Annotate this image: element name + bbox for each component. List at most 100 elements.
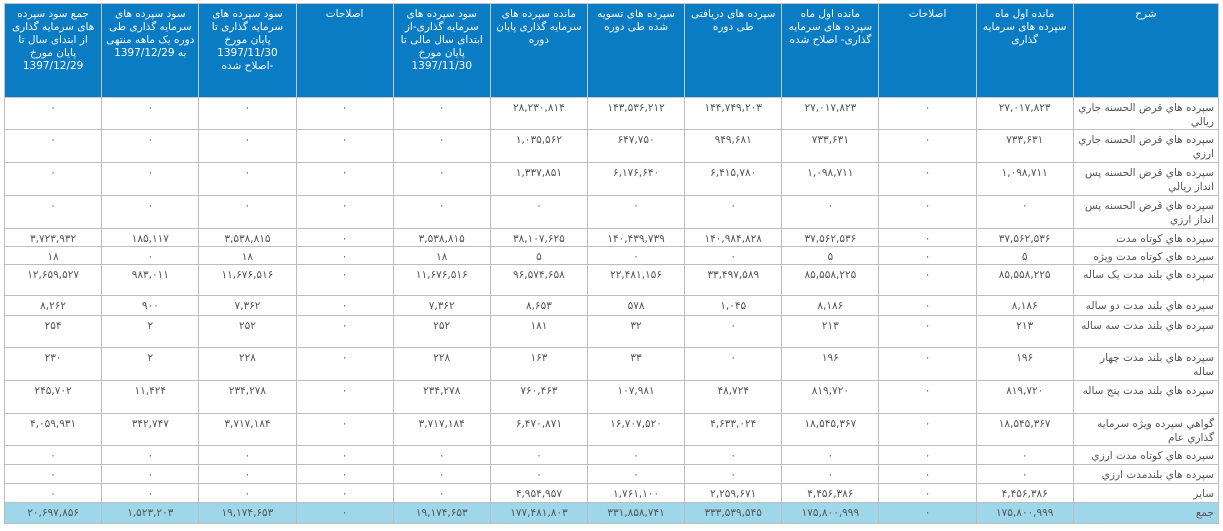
cell-value: ۸۵,۵۵۸,۲۲۵ bbox=[975, 264, 1074, 296]
cell-value: ۳۳۳,۵۳۹,۵۴۵ bbox=[684, 502, 783, 524]
cell-value: ۰ bbox=[295, 315, 394, 348]
cell-value: ۱۷۵,۸۰۰,۹۹۹ bbox=[781, 502, 880, 524]
cell-value: ۰ bbox=[781, 195, 880, 229]
cell-value: ۰ bbox=[684, 347, 783, 381]
total-row: جمع ۱۷۵,۸۰۰,۹۹۹ ۰ ۱۷۵,۸۰۰,۹۹۹ ۳۳۳,۵۳۹,۵۴۵ ۳۳۱… bbox=[3, 502, 1220, 524]
cell-value: ۰ bbox=[878, 295, 977, 316]
cell-value: ۲۵۲ bbox=[392, 315, 491, 348]
cell-value: ۷,۳۶۲ bbox=[392, 295, 491, 316]
cell-value: ۲۴۵,۷۰۲ bbox=[3, 380, 103, 414]
cell-value: ۲۷,۰۱۷,۸۲۳ bbox=[975, 97, 1074, 130]
cell-value: ۰ bbox=[3, 195, 103, 229]
cell-value: ۱۶,۷۰۷,۵۲۰ bbox=[586, 413, 686, 446]
table-row: سپرده هاي كوتاه مدت ويژه ۵ ۰ ۵ ۰ ۰ ۵ ۱۸ ۰ ۱۸ ۰ ۱۸ bbox=[3, 246, 1220, 265]
row-description: سپرده هاي بلند مدت يک ساله bbox=[1072, 264, 1220, 296]
table-body: سپرده هاي قرض الحسنه جاري ريالي ۲۷,۰۱۷,۸۲… bbox=[3, 97, 1220, 524]
cell-value: ۱,۳۳۷,۸۵۱ bbox=[489, 162, 588, 196]
cell-value: ۰ bbox=[684, 464, 783, 484]
cell-value: ۰ bbox=[295, 295, 394, 316]
cell-value: ۴,۴۵۶,۳۸۶ bbox=[781, 483, 880, 503]
table-header: شرح مانده اول ماه سپرده های سرمایه گذاری ا… bbox=[3, 3, 1220, 98]
table-row: سپرده هاي قرض الحسنه جاري ارزي ۷۳۳,۶۳۱ ۰ ۷۳… bbox=[3, 129, 1220, 163]
cell-value: ۱۸ bbox=[198, 246, 297, 265]
cell-value: ۴,۴۵۶,۳۸۶ bbox=[975, 483, 1074, 503]
cell-value: ۱۹۶ bbox=[781, 347, 880, 381]
cell-value: ۱,۰۹۸,۷۱۱ bbox=[781, 162, 880, 196]
row-description: سپرده هاي كوتاه مدت ارزي bbox=[1072, 445, 1220, 465]
cell-value: ۰ bbox=[392, 97, 491, 130]
column-header: جمع سود سپرده های سرمایه گذاری از ابتدای… bbox=[3, 3, 103, 98]
cell-value: ۰ bbox=[198, 464, 297, 484]
cell-value: ۳,۷۱۷,۱۸۴ bbox=[392, 413, 491, 446]
table-row: سپرده هاي كوتاه مدت ۳۷,۵۶۲,۵۳۶ ۰ ۳۷,۵۶۲,۵۳۶… bbox=[3, 228, 1220, 247]
row-description: سپرده هاي قرض الحسنه پس انداز ريالي bbox=[1072, 162, 1220, 196]
cell-value: ۰ bbox=[295, 413, 394, 446]
cell-value: ۳۳,۴۹۷,۵۸۹ bbox=[684, 264, 783, 296]
cell-value: ۴,۰۵۹,۹۳۱ bbox=[3, 413, 103, 446]
cell-value: ۰ bbox=[586, 445, 686, 465]
cell-value: ۴,۹۵۴,۹۵۷ bbox=[489, 483, 588, 503]
row-description: سپرده هاي كوتاه مدت ويژه bbox=[1072, 246, 1220, 265]
cell-value: ۷,۳۶۲ bbox=[198, 295, 297, 316]
cell-value: ۲۱۳ bbox=[975, 315, 1074, 348]
column-header: اصلاحات bbox=[295, 3, 394, 98]
cell-value: ۰ bbox=[198, 195, 297, 229]
cell-value: ۸,۱۸۶ bbox=[975, 295, 1074, 316]
row-description: سپرده هاي بلند مدت پنج ساله bbox=[1072, 380, 1220, 414]
cell-value: ۰ bbox=[878, 228, 977, 247]
cell-value: ۸۵,۵۵۸,۲۲۵ bbox=[781, 264, 880, 296]
cell-value: ۰ bbox=[3, 129, 103, 163]
cell-value: ۶,۱۷۶,۶۴۰ bbox=[586, 162, 686, 196]
cell-value: ۷۶۰,۴۶۳ bbox=[489, 380, 588, 414]
cell-value: ۳۷,۵۶۲,۵۳۶ bbox=[781, 228, 880, 247]
cell-value: ۰ bbox=[295, 445, 394, 465]
cell-value: ۰ bbox=[878, 97, 977, 130]
cell-value: ۰ bbox=[295, 195, 394, 229]
cell-value: ۷۳۳,۶۳۱ bbox=[975, 129, 1074, 163]
cell-value: ۲۵۲ bbox=[198, 315, 297, 348]
cell-value: ۳,۵۳۸,۸۱۵ bbox=[392, 228, 491, 247]
cell-value: ۶,۴۷۰,۸۷۱ bbox=[489, 413, 588, 446]
cell-value: ۰ bbox=[489, 445, 588, 465]
cell-value: ۰ bbox=[684, 445, 783, 465]
cell-value: ۱۸ bbox=[392, 246, 491, 265]
cell-value: ۰ bbox=[295, 246, 394, 265]
cell-value: ۳۲ bbox=[586, 315, 686, 348]
cell-value: ۱۴۰,۹۸۴,۸۲۸ bbox=[684, 228, 783, 247]
cell-value: ۰ bbox=[878, 162, 977, 196]
cell-value: ۱,۰۹۸,۷۱۱ bbox=[975, 162, 1074, 196]
cell-value: ۰ bbox=[295, 97, 394, 130]
cell-value: ۶,۴۱۵,۷۸۰ bbox=[684, 162, 783, 196]
cell-value: ۱۶۳ bbox=[489, 347, 588, 381]
cell-value: ۰ bbox=[101, 129, 200, 163]
cell-value: ۱۷۵,۸۰۰,۹۹۹ bbox=[975, 502, 1074, 524]
table-row: سپرده هاي قرض الحسنه جاري ريالي ۲۷,۰۱۷,۸۲… bbox=[3, 97, 1220, 130]
cell-value: ۰ bbox=[878, 195, 977, 229]
cell-value: ۸۱۹,۷۲۰ bbox=[781, 380, 880, 414]
cell-value: ۰ bbox=[392, 445, 491, 465]
cell-value: ۰ bbox=[878, 483, 977, 503]
cell-value: ۰ bbox=[878, 380, 977, 414]
cell-value: ۰ bbox=[295, 228, 394, 247]
cell-value: ۱۱,۶۷۶,۵۱۶ bbox=[392, 264, 491, 296]
cell-value: ۱,۵۲۳,۲۰۳ bbox=[101, 502, 200, 524]
cell-value: ۷۳۳,۶۳۱ bbox=[781, 129, 880, 163]
cell-value: ۰ bbox=[975, 445, 1074, 465]
cell-value: ۲ bbox=[101, 347, 200, 381]
deposits-table: شرح مانده اول ماه سپرده های سرمایه گذاری ا… bbox=[3, 3, 1220, 524]
cell-value: ۰ bbox=[198, 162, 297, 196]
row-description: سپرده هاي بلند مدت سه ساله bbox=[1072, 315, 1220, 348]
cell-value: ۰ bbox=[586, 246, 686, 265]
cell-value: ۰ bbox=[295, 483, 394, 503]
cell-value: ۱۴۳,۵۳۶,۲۱۲ bbox=[586, 97, 686, 130]
cell-value: ۸,۶۵۳ bbox=[489, 295, 588, 316]
table-row: ساير ۴,۴۵۶,۳۸۶ ۰ ۴,۴۵۶,۳۸۶ ۲,۲۵۹,۶۷۱ ۱,۷۶۱,۱۰… bbox=[3, 483, 1220, 503]
cell-value: ۰ bbox=[878, 315, 977, 348]
cell-value: ۸,۲۶۲ bbox=[3, 295, 103, 316]
cell-value: ۹۰۰ bbox=[101, 295, 200, 316]
cell-value: ۰ bbox=[781, 445, 880, 465]
row-description: سپرده هاي بلندمدت ارزي bbox=[1072, 464, 1220, 484]
cell-value: ۰ bbox=[878, 347, 977, 381]
cell-value: ۱۴۴,۷۴۹,۲۰۳ bbox=[684, 97, 783, 130]
cell-value: ۹۴۹,۶۸۱ bbox=[684, 129, 783, 163]
